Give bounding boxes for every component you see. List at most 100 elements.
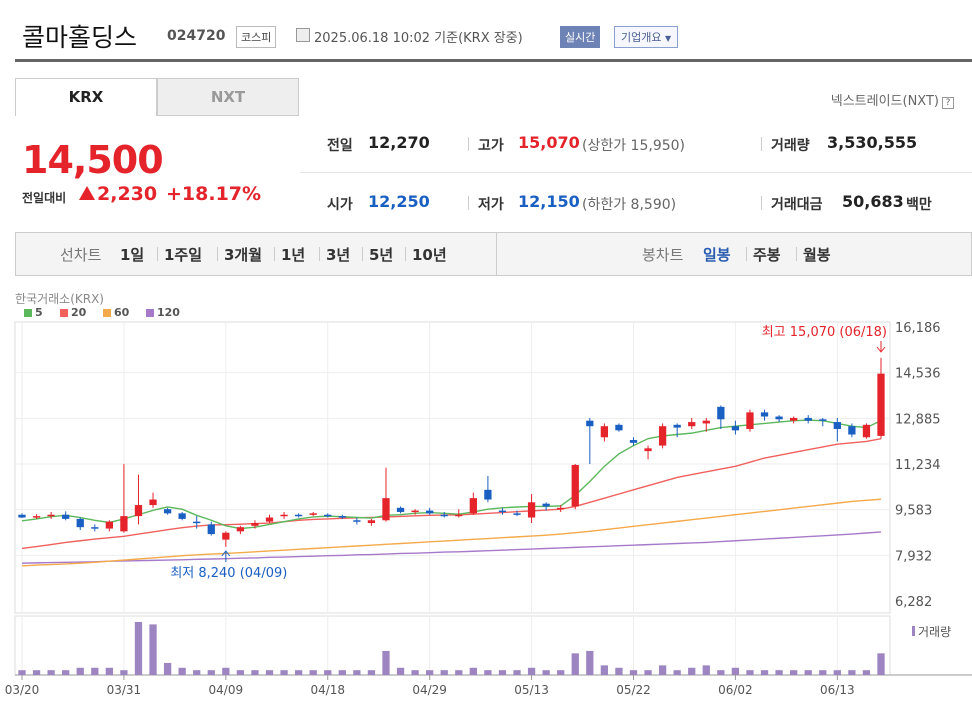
candle-chart-label: 봉차트 — [642, 246, 684, 264]
company-info-button[interactable]: 기업개요 ▼ — [614, 26, 679, 48]
candle-body — [688, 422, 696, 427]
volume-bar — [367, 670, 376, 675]
period-0[interactable]: 1일 — [120, 246, 145, 264]
candle-body — [134, 505, 143, 517]
volume-bar — [62, 670, 70, 675]
realtime-button[interactable]: 실시간 — [560, 26, 601, 48]
nxt-link-label: 넥스트레이드(NXT) — [830, 94, 939, 109]
volume-bar — [222, 667, 230, 675]
volume-bar — [426, 670, 434, 675]
y-tick-label: 11,234 — [895, 458, 941, 473]
candle-body — [382, 498, 390, 521]
candle-body — [193, 521, 201, 524]
candle-body — [877, 373, 885, 436]
legend-label: 5 — [35, 306, 43, 319]
upper-limit: (상한가 15,950) — [582, 138, 686, 154]
period-6[interactable]: 10년 — [412, 246, 447, 264]
volume-bar — [702, 665, 710, 675]
volume-bar — [571, 653, 579, 675]
volume-bar — [644, 670, 652, 675]
tab-nxt[interactable]: NXT — [157, 78, 299, 116]
volume-bar — [18, 670, 26, 675]
x-tick-label: 04/29 — [412, 683, 447, 697]
candle-body — [542, 503, 550, 507]
prev-close-label: 전일 — [327, 138, 353, 154]
volume-bar — [557, 670, 565, 675]
volume-bar — [586, 650, 594, 675]
up-arrow-icon — [79, 186, 95, 200]
volume-bar — [717, 670, 725, 675]
period-divider — [319, 247, 320, 261]
legend-label: 20 — [71, 306, 87, 319]
low-label: 저가 — [478, 197, 504, 213]
candle-body — [411, 510, 419, 513]
candle-body — [32, 516, 41, 518]
candle-body — [396, 507, 405, 512]
volume-bar — [149, 624, 157, 675]
candle-body — [265, 517, 274, 522]
period-5[interactable]: 5년 — [369, 246, 394, 264]
x-tick-label: 05/13 — [514, 683, 549, 697]
candle-body — [163, 509, 172, 514]
y-tick-label: 6,282 — [895, 595, 932, 610]
stock-code: 024720 — [167, 28, 226, 44]
legend-item: 60 — [103, 306, 129, 319]
volume-bar — [833, 670, 841, 675]
volume-bar — [251, 670, 259, 675]
candle-body — [353, 520, 361, 522]
volume-bar — [236, 670, 245, 675]
volume-bar — [877, 653, 885, 675]
plot-frame — [14, 321, 891, 614]
volume-label: 거래량 — [918, 625, 951, 639]
period-bar — [15, 232, 972, 276]
amount-unit: 백만 — [906, 197, 932, 213]
candle-body — [440, 514, 448, 517]
nxt-link[interactable]: 넥스트레이드(NXT)? — [831, 90, 954, 109]
volume-value: 3,530,555 — [827, 133, 918, 152]
help-icon[interactable]: ? — [942, 97, 954, 109]
period-divider — [217, 247, 218, 261]
candle-body — [367, 520, 376, 524]
candle-body — [629, 440, 638, 443]
period-divider — [746, 247, 747, 261]
stat-divider — [761, 196, 762, 210]
high-label: 고가 — [478, 138, 504, 154]
company-name: 콜마홀딩스 — [22, 23, 138, 52]
period-4[interactable]: 3년 — [326, 246, 351, 264]
x-tick-label: 04/09 — [209, 683, 244, 697]
min-annotation: 최저 8,240 (04/09) — [170, 566, 287, 581]
candle-body — [91, 527, 99, 529]
period-1[interactable]: 1주일 — [164, 246, 203, 264]
ma120-line — [21, 531, 882, 564]
candle-period-0[interactable]: 일봉 — [703, 246, 731, 264]
volume-bar — [673, 670, 681, 675]
candle-period-2[interactable]: 월봉 — [803, 246, 831, 264]
candle-period-1[interactable]: 주봉 — [753, 246, 781, 264]
x-tick-label: 03/20 — [5, 683, 40, 697]
datetime-label: 2025.06.18 10:02 기준(KRX 장중) — [314, 31, 523, 46]
change-percent: +18.17% — [166, 183, 262, 205]
y-tick-label: 12,885 — [895, 412, 941, 427]
candle-body — [731, 426, 740, 431]
candle-body — [819, 419, 827, 421]
market-badge: 코스피 — [236, 26, 277, 48]
candle-body — [557, 507, 565, 510]
x-tick-label: 04/18 — [310, 683, 345, 697]
tab-krx[interactable]: KRX — [15, 78, 157, 116]
volume-bar — [324, 670, 332, 675]
low-value: 12,150 — [518, 192, 580, 211]
volume-bar — [353, 670, 361, 675]
candle-body — [615, 424, 623, 431]
volume-bar — [193, 670, 201, 675]
legend-label: 60 — [114, 306, 130, 319]
volume-bar — [600, 665, 609, 675]
candle-body — [309, 513, 317, 515]
volume-bar — [527, 667, 536, 675]
candle-body — [527, 502, 536, 518]
min-arrow-head — [221, 550, 231, 557]
period-2[interactable]: 3개월 — [224, 246, 263, 264]
legend-item: 5 — [24, 306, 43, 319]
candle-body — [294, 514, 303, 517]
stat-row-divider — [300, 172, 972, 173]
period-3[interactable]: 1년 — [281, 246, 306, 264]
